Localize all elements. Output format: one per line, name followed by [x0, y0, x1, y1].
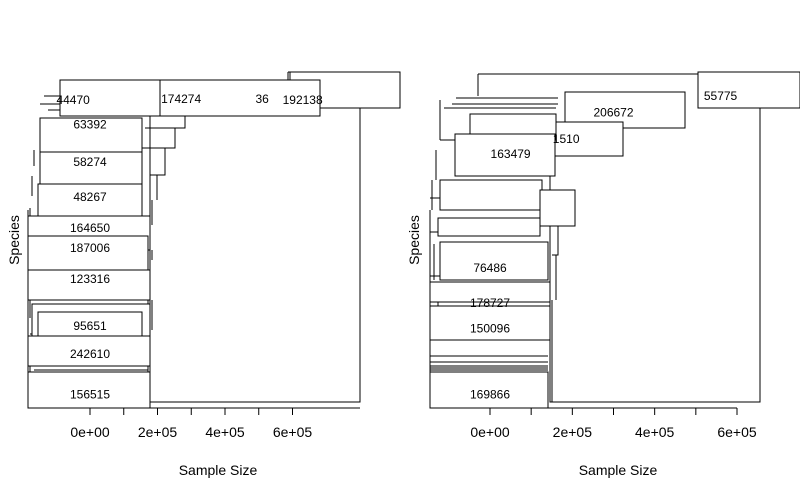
- left-x-tick-label: 4e+05: [205, 424, 245, 440]
- left-node-label: 44470: [56, 93, 90, 107]
- right-x-tick-label: 0e+00: [470, 424, 510, 440]
- right-node-label: 163479: [491, 147, 531, 161]
- left-node-label: 192138: [283, 93, 323, 107]
- right-dendrogram-panel: 55775 206672 1510 163479 76486 178727 150096 16…: [406, 71, 800, 478]
- right-node-label: 1510: [553, 132, 580, 146]
- right-node-label: 169866: [470, 388, 510, 402]
- right-node-label: 150096: [470, 322, 510, 336]
- left-y-axis-title: Species: [6, 215, 22, 265]
- right-x-axis: [489, 407, 738, 415]
- left-x-axis: [89, 407, 360, 415]
- left-node-label: 48267: [73, 190, 107, 204]
- left-x-ticks: [89, 408, 293, 415]
- right-node-label: 178727: [470, 296, 510, 310]
- left-node-label: 58274: [73, 155, 107, 169]
- right-x-ticks: [489, 408, 738, 415]
- right-x-tick-label: 4e+05: [635, 424, 675, 440]
- left-x-tick-label: 0e+00: [70, 424, 110, 440]
- left-node-label: 174274: [161, 92, 201, 106]
- left-node-label: 187006: [70, 241, 110, 255]
- right-x-tick-labels: 0e+00 2e+05 4e+05 6e+05: [470, 424, 757, 440]
- left-dendrogram-panel: 192138 36 174274 44470 63392 58274 48267 164650…: [6, 71, 401, 478]
- left-node-label: 156515: [70, 388, 110, 402]
- right-node-label: 76486: [473, 261, 507, 275]
- left-node-label: 164650: [70, 221, 110, 235]
- right-x-tick-label: 2e+05: [553, 424, 593, 440]
- left-x-tick-label: 2e+05: [138, 424, 178, 440]
- right-node-labels: 55775 206672 1510 163479 76486 178727 150096 16…: [470, 89, 738, 401]
- left-x-tick-labels: 0e+00 2e+05 4e+05 6e+05: [70, 424, 312, 440]
- left-x-axis-title: Sample Size: [179, 462, 258, 478]
- left-node-label: 242610: [70, 347, 110, 361]
- left-node-label: 95651: [73, 319, 107, 333]
- right-node-label-boxes: [429, 71, 800, 409]
- right-y-axis-title: Species: [406, 215, 422, 265]
- left-node-label: 36: [255, 92, 269, 106]
- right-x-tick-label: 6e+05: [717, 424, 757, 440]
- left-node-label-boxes: [27, 71, 401, 409]
- right-x-axis-title: Sample Size: [579, 462, 658, 478]
- left-node-labels: 192138 36 174274 44470 63392 58274 48267 164650…: [56, 92, 323, 402]
- left-x-tick-label: 6e+05: [273, 424, 313, 440]
- left-node-label: 123316: [70, 272, 110, 286]
- right-node-label: 206672: [593, 105, 633, 119]
- left-node-label: 63392: [73, 117, 107, 131]
- right-node-label: 55775: [704, 89, 738, 103]
